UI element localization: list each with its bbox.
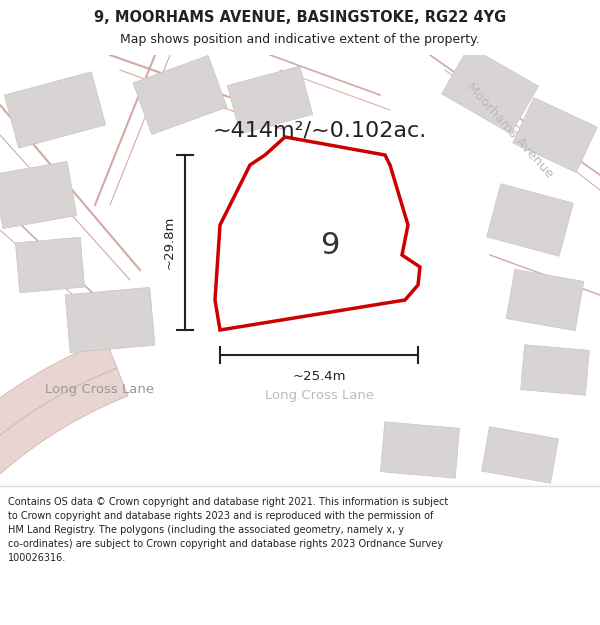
Polygon shape — [215, 137, 420, 330]
Text: co-ordinates) are subject to Crown copyright and database rights 2023 Ordnance S: co-ordinates) are subject to Crown copyr… — [8, 539, 443, 549]
Polygon shape — [513, 98, 597, 172]
Text: to Crown copyright and database rights 2023 and is reproduced with the permissio: to Crown copyright and database rights 2… — [8, 511, 433, 521]
Text: ~25.4m: ~25.4m — [292, 371, 346, 384]
Text: Contains OS data © Crown copyright and database right 2021. This information is : Contains OS data © Crown copyright and d… — [8, 497, 448, 507]
Polygon shape — [0, 340, 128, 625]
Text: 9, MOORHAMS AVENUE, BASINGSTOKE, RG22 4YG: 9, MOORHAMS AVENUE, BASINGSTOKE, RG22 4Y… — [94, 9, 506, 24]
Text: Map shows position and indicative extent of the property.: Map shows position and indicative extent… — [120, 32, 480, 46]
Polygon shape — [487, 184, 574, 256]
Text: Moorhams Avenue: Moorhams Avenue — [464, 80, 556, 180]
Polygon shape — [506, 269, 584, 331]
Text: HM Land Registry. The polygons (including the associated geometry, namely x, y: HM Land Registry. The polygons (includin… — [8, 525, 404, 535]
Polygon shape — [482, 427, 559, 483]
Polygon shape — [442, 46, 538, 134]
Polygon shape — [4, 72, 106, 148]
Text: ~29.8m: ~29.8m — [163, 216, 176, 269]
Polygon shape — [227, 66, 313, 134]
Text: ~414m²/~0.102ac.: ~414m²/~0.102ac. — [213, 120, 427, 140]
Polygon shape — [133, 56, 227, 134]
Polygon shape — [521, 345, 589, 395]
Polygon shape — [65, 288, 155, 352]
Polygon shape — [440, 0, 600, 43]
Polygon shape — [16, 238, 85, 292]
Polygon shape — [0, 161, 77, 229]
Text: Long Cross Lane: Long Cross Lane — [265, 389, 374, 401]
Polygon shape — [380, 422, 460, 478]
Text: Long Cross Lane: Long Cross Lane — [45, 384, 154, 396]
Text: 100026316.: 100026316. — [8, 553, 66, 563]
Text: 9: 9 — [320, 231, 340, 259]
